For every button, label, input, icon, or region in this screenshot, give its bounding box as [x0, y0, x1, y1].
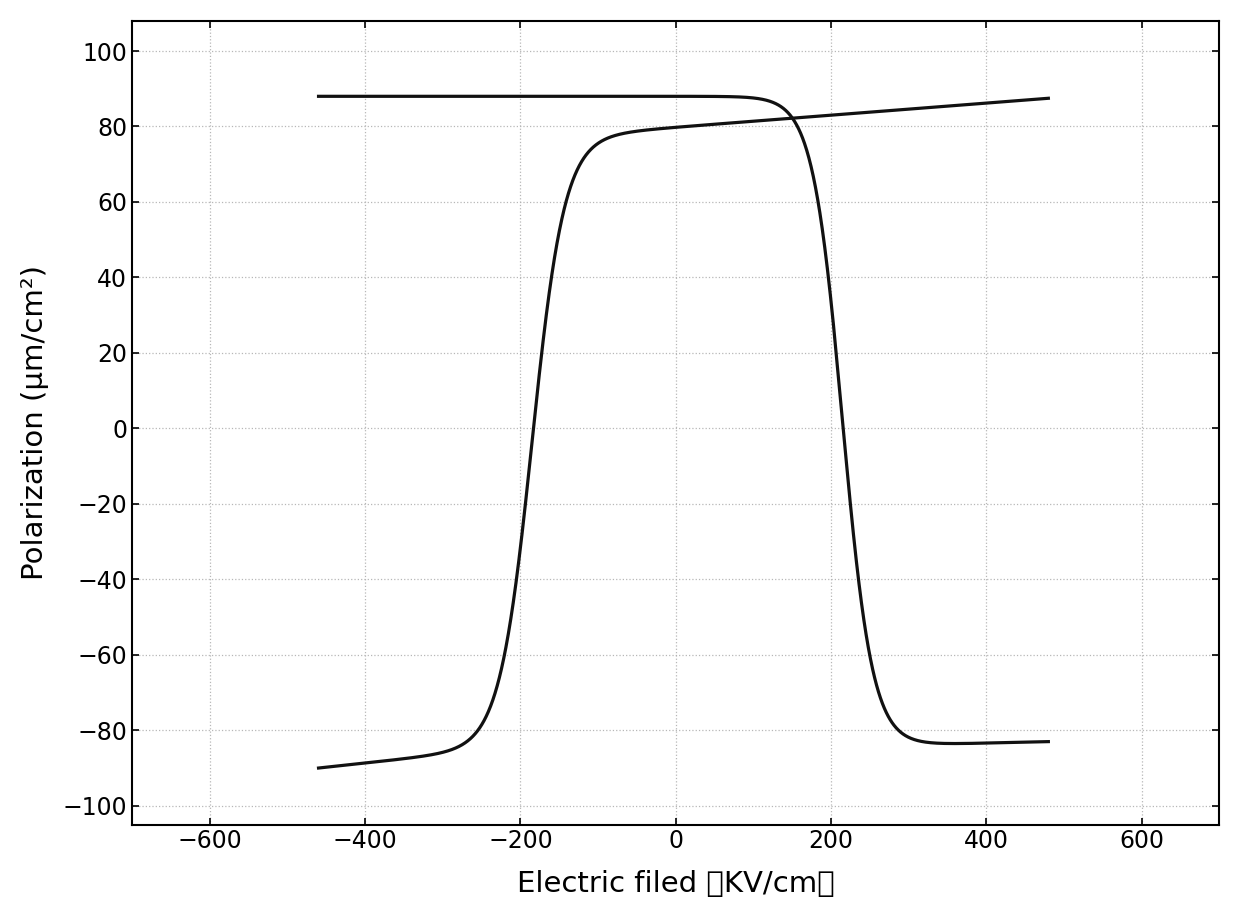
Y-axis label: Polarization (μm/cm²): Polarization (μm/cm²) [21, 266, 48, 580]
X-axis label: Electric filed （KV/cm）: Electric filed （KV/cm） [517, 870, 835, 898]
